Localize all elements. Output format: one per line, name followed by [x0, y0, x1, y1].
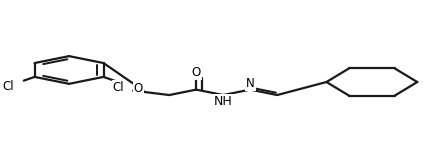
Text: NH: NH: [214, 95, 233, 108]
Text: Cl: Cl: [3, 80, 14, 93]
Text: O: O: [192, 66, 201, 79]
Text: Cl: Cl: [113, 81, 125, 94]
Text: O: O: [134, 82, 143, 95]
Text: N: N: [246, 77, 255, 90]
